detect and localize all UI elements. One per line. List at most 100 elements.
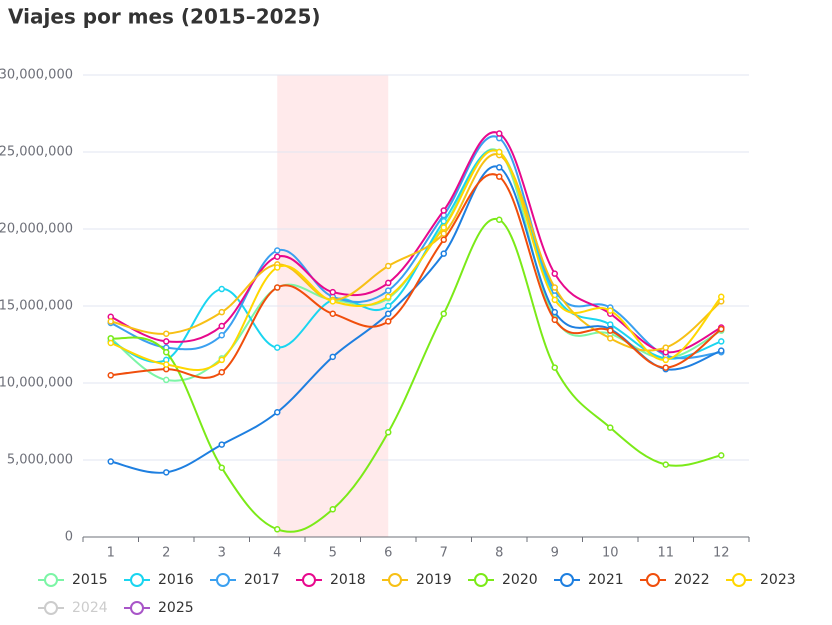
data-point (662, 364, 669, 371)
data-point (329, 310, 336, 317)
data-point (551, 364, 558, 371)
data-point (718, 347, 725, 354)
data-point (662, 356, 669, 364)
data-point (218, 356, 225, 364)
legend-label: 2022 (674, 572, 710, 588)
legend-marker (388, 573, 402, 587)
data-point (385, 262, 392, 270)
data-point (385, 310, 392, 317)
legend-item: 2016 (124, 572, 194, 588)
data-point (607, 327, 614, 334)
x-tick-label: 7 (440, 546, 448, 561)
legend-label: 2017 (244, 572, 280, 588)
data-point (329, 353, 336, 361)
legend-marker (560, 573, 574, 587)
legend-marker (302, 573, 316, 587)
legend-item: 2018 (296, 572, 366, 588)
legend-marker (732, 573, 746, 587)
data-point (274, 344, 281, 351)
data-point (718, 293, 725, 301)
data-point (163, 348, 170, 356)
series-line (110, 153, 722, 352)
series-line (110, 217, 722, 533)
data-point (218, 441, 225, 448)
x-tick-label: 3 (218, 546, 226, 561)
data-point (385, 287, 392, 294)
legend-label: 2023 (760, 572, 796, 588)
legend-item: 2023 (726, 572, 796, 588)
y-tick-label: 20,000,000 (0, 222, 73, 237)
x-tick-label: 6 (384, 546, 392, 561)
series-line (110, 131, 722, 354)
legend-label: 2015 (72, 572, 108, 588)
data-point (607, 424, 614, 431)
data-point (163, 376, 170, 384)
data-point (107, 372, 114, 379)
data-point (440, 250, 447, 257)
data-point (218, 368, 225, 376)
data-point (440, 236, 447, 244)
data-point (496, 173, 503, 180)
data-point (718, 452, 725, 459)
x-tick-label: 2 (162, 546, 170, 561)
data-point (218, 464, 225, 471)
legend-marker (130, 573, 144, 587)
legend-marker (216, 573, 230, 587)
data-point (440, 310, 447, 317)
data-point (551, 308, 558, 316)
legend-item: 2022 (640, 572, 710, 588)
legend-marker (646, 573, 660, 587)
y-tick-label: 5,000,000 (7, 453, 73, 468)
y-tick-label: 30,000,000 (0, 68, 73, 83)
x-tick-label: 12 (713, 546, 730, 561)
data-point (218, 285, 225, 293)
legend-label: 2018 (330, 572, 366, 588)
data-point (163, 338, 170, 345)
legend-marker (474, 573, 488, 587)
data-point (551, 316, 558, 324)
series-line (110, 135, 722, 360)
data-point (107, 458, 114, 465)
chart-title: Viajes por mes (2015–2025) (8, 5, 321, 29)
x-tick-label: 5 (329, 546, 337, 561)
data-point (385, 429, 392, 436)
data-point (718, 325, 725, 333)
data-point (163, 330, 170, 337)
data-point (274, 284, 281, 291)
legend-item: 2020 (468, 572, 538, 588)
data-point (218, 332, 225, 339)
data-point (163, 361, 170, 368)
data-point (662, 461, 669, 468)
data-point (551, 296, 558, 304)
data-point (218, 322, 225, 330)
legend-label: 2024 (72, 600, 108, 616)
legend-label: 2021 (588, 572, 624, 588)
data-point (496, 148, 503, 156)
legend-label: 2020 (502, 572, 538, 588)
data-point (274, 247, 281, 254)
y-tick-label: 25,000,000 (0, 145, 73, 160)
y-tick-label: 10,000,000 (0, 376, 73, 391)
data-point (274, 264, 281, 271)
data-point (274, 253, 281, 260)
data-point (274, 526, 281, 533)
data-point (607, 307, 614, 314)
data-point (662, 344, 669, 351)
x-tick-label: 11 (657, 546, 674, 561)
data-point (440, 218, 447, 225)
data-point (274, 409, 281, 416)
data-point (718, 338, 725, 345)
data-point (107, 318, 114, 325)
legend-marker (44, 573, 58, 587)
legend-item: 2019 (382, 572, 452, 588)
data-point (329, 506, 336, 513)
data-point (551, 284, 558, 291)
x-tick-label: 8 (495, 546, 503, 561)
data-point (385, 279, 392, 287)
legend-item: 2017 (210, 572, 280, 588)
legend-marker (44, 601, 58, 615)
data-point (496, 216, 503, 224)
x-tick-label: 1 (107, 546, 115, 561)
data-point (385, 302, 392, 310)
